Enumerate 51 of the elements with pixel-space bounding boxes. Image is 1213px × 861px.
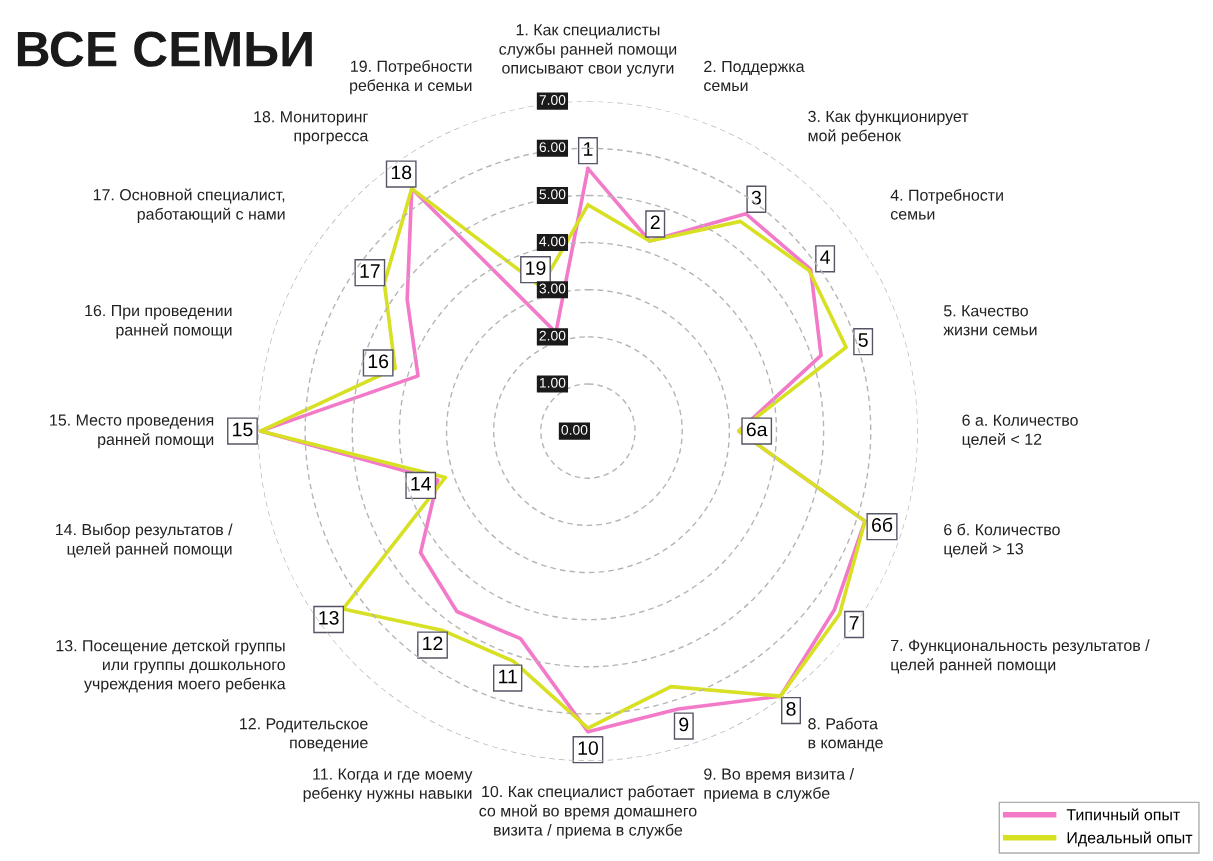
- legend-label: Типичный опыт: [1066, 808, 1180, 821]
- spoke-label: 1: [584, 142, 593, 156]
- text: 11. Когда и где моему ребенку нужны навыки: [303, 768, 473, 803]
- text: 12. Родительское поведение: [240, 718, 368, 752]
- text: 8. Работа в команде: [808, 717, 883, 752]
- spoke-label: 5: [858, 333, 868, 347]
- text: 10. Как специалист работает со мной во время домашнего визита / приема в службе: [479, 785, 697, 839]
- y-tick-label: 4.00: [539, 236, 566, 247]
- legend-label: Идеальный опыт: [1067, 831, 1193, 847]
- text: 6 б. Количество целей > 13: [944, 523, 1060, 558]
- y-tick-label: 5.00: [539, 189, 566, 200]
- text: 9. Во время визита / приема в службе: [704, 768, 855, 803]
- text: 16. При проведении ранней помощи: [85, 304, 232, 339]
- y-tick-label: 2.00: [539, 330, 566, 341]
- text: 4. Потребности семьи: [890, 188, 1003, 220]
- spoke-label: 9: [679, 717, 689, 732]
- y-tick-label: 7.00: [539, 95, 566, 105]
- spoke-label: 11: [499, 669, 517, 684]
- spoke-label: 15: [233, 422, 253, 437]
- text: 6 а. Количество целей < 12: [962, 414, 1078, 448]
- spoke-label: 13: [319, 610, 339, 625]
- spoke-label: 4: [820, 250, 830, 264]
- y-tick-label: 3.00: [539, 283, 566, 294]
- spoke-label: 3: [751, 190, 761, 205]
- text: 17. Основной специалист, работающий с нами: [93, 188, 285, 223]
- text: 3. Как функционирует мой ребенок: [808, 110, 969, 145]
- spoke-label: 14: [411, 477, 431, 491]
- spoke-label: 16: [368, 354, 389, 369]
- text: 13. Посещение детской группы или группы дошкольного учреждения моего ребенка: [56, 639, 286, 693]
- text: 5. Качество жизни семьи: [943, 305, 1037, 336]
- y-tick-label: 0.00: [561, 425, 588, 435]
- text: 19. Потребности ребенка и семьи: [350, 60, 472, 95]
- text: 18. Мониторинг прогресса: [254, 111, 369, 145]
- spoke-label: 2: [650, 215, 660, 230]
- text: 7. Функциональность результатов / целей ранней помощи: [891, 639, 1150, 674]
- spoke-label: 10: [578, 741, 598, 755]
- y-tick-label: 6.00: [539, 142, 566, 153]
- spoke-label: 18: [391, 165, 412, 180]
- y-tick-label: 1.00: [539, 377, 566, 388]
- spoke-label: 7: [849, 616, 859, 630]
- spoke-label: 6б: [872, 517, 893, 532]
- text: 14. Выбор результатов / целей ранней помощи: [56, 523, 233, 558]
- chart-title: ВСЕ СЕМЬИ: [17, 31, 312, 67]
- spoke-label: 17: [360, 264, 380, 278]
- text: 15. Место проведения ранней помощи: [50, 414, 214, 449]
- text: 1. Как специалисты службы ранней помощи описывают свои услуги: [499, 24, 677, 77]
- spoke-label: 19: [526, 261, 546, 275]
- spoke-label: 6a: [746, 422, 768, 437]
- spoke-label: 8: [786, 702, 796, 716]
- spoke-label: 12: [423, 636, 443, 651]
- text: 2. Поддержка семьи: [704, 60, 805, 92]
